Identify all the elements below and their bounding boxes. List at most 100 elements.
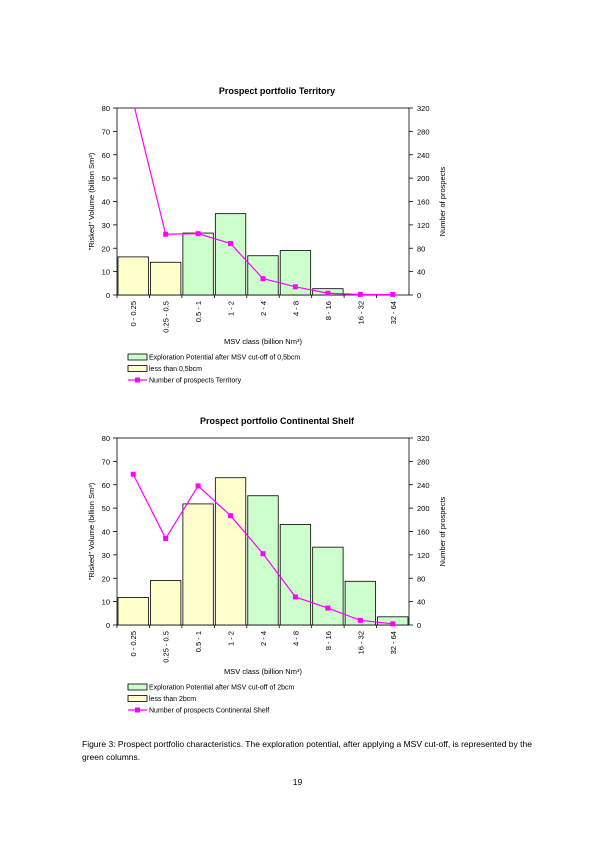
legend-label: Number of prospects Territory <box>149 378 242 385</box>
y-tick-label: 0 <box>106 291 110 300</box>
y2-axis-title: Number of prospects <box>438 166 447 236</box>
y2-tick-label: 120 <box>417 551 430 560</box>
series-point <box>292 284 298 290</box>
y-axis-title: "Risked" Volume (billion Sm³) <box>87 482 96 580</box>
series-point <box>228 513 234 519</box>
x-axis-title: MSV class (billion Nm³) <box>224 667 302 676</box>
y2-tick-label: 120 <box>417 221 430 230</box>
y-tick-label: 60 <box>102 481 110 490</box>
series-point <box>195 483 201 489</box>
y-tick-label: 80 <box>102 104 110 113</box>
y2-tick-label: 0 <box>417 621 421 630</box>
legend-label: Number of prospects Continental Shelf <box>149 708 269 715</box>
y2-tick-label: 240 <box>417 151 430 160</box>
bar <box>182 232 214 296</box>
figure-caption: Figure 3: Prospect portfolio characteris… <box>82 739 532 762</box>
legend-swatch <box>127 683 148 691</box>
y2-tick-label: 40 <box>417 268 425 277</box>
bar <box>150 261 182 296</box>
y2-tick-label: 80 <box>417 574 425 583</box>
x-tick-label: 2 - 4 <box>259 301 268 316</box>
x-tick-label: 32 - 64 <box>389 301 398 324</box>
y2-tick-label: 160 <box>417 528 430 537</box>
x-tick-label: 0.5 - 1 <box>194 631 203 652</box>
bar <box>117 597 149 626</box>
y-tick-label: 30 <box>102 221 110 230</box>
x-tick-label: 8 - 16 <box>324 301 333 320</box>
legend-marker <box>135 707 140 713</box>
y-tick-label: 30 <box>102 551 110 560</box>
x-tick-label: 0 - 0.25 <box>129 631 138 656</box>
legend-label: Exploration Potential after MSV cut-off … <box>149 355 300 362</box>
chart-continental-shelf: Prospect portfolio Continental Shelf 0 10 2… <box>87 416 447 715</box>
y2-tick-label: 160 <box>417 198 430 207</box>
x-tick-label: 16 - 32 <box>356 301 365 324</box>
series-point <box>228 241 234 247</box>
y-tick-label: 50 <box>102 504 110 513</box>
y2-tick-label: 320 <box>417 434 430 443</box>
y-tick-label: 0 <box>106 621 110 630</box>
y-tick-label: 70 <box>102 127 110 136</box>
x-tick-label: 1 - 2 <box>227 631 236 646</box>
y-tick-label: 80 <box>102 434 110 443</box>
legend-marker <box>135 377 140 383</box>
y2-tick-label: 280 <box>417 457 430 466</box>
x-tick-label: 0.25 - 0.5 <box>162 631 171 663</box>
y-tick-label: 40 <box>102 198 110 207</box>
x-axis-title: MSV class (billion Nm³) <box>224 337 302 346</box>
chart-title: Prospect portfolio Territory <box>219 86 335 96</box>
series-point <box>325 290 331 296</box>
bar <box>214 477 247 626</box>
bar <box>344 580 376 626</box>
y2-tick-label: 80 <box>417 244 425 253</box>
y-axis-title: "Risked" Volume (billion Sm³) <box>87 152 96 250</box>
x-tick-label: 2 - 4 <box>259 631 268 646</box>
bar <box>279 524 312 626</box>
y2-tick-label: 200 <box>417 174 430 183</box>
x-tick-label: 32 - 64 <box>389 631 398 654</box>
legend-label: less than 2bcm <box>149 696 196 703</box>
series-point <box>357 291 363 297</box>
y-tick-label: 20 <box>102 574 110 583</box>
y2-tick-label: 40 <box>417 598 425 607</box>
legend-swatch <box>127 695 148 702</box>
bar <box>150 580 182 626</box>
chart-title: Prospect portfolio Continental Shelf <box>200 416 355 426</box>
series-point <box>260 551 266 557</box>
series-point <box>357 617 363 623</box>
x-tick-label: 16 - 32 <box>356 631 365 654</box>
legend-swatch <box>127 365 148 372</box>
series-point <box>325 605 331 611</box>
legend-label: less than 0,5bcm <box>149 366 202 373</box>
bar <box>117 256 149 296</box>
x-tick-label: 8 - 16 <box>324 631 333 650</box>
y-tick-label: 60 <box>102 151 110 160</box>
series-point <box>163 536 169 542</box>
x-tick-label: 0.25 - 0.5 <box>162 301 171 333</box>
y-tick-label: 20 <box>102 244 110 253</box>
bar <box>247 255 279 296</box>
x-tick-label: 4 - 8 <box>291 301 300 316</box>
y-tick-label: 40 <box>102 528 110 537</box>
y2-tick-label: 320 <box>417 104 430 113</box>
y2-tick-label: 0 <box>417 291 421 300</box>
chart-territory: Prospect portfolio Territory 0 10 20 30 40 50 6… <box>87 86 447 385</box>
x-tick-label: 1 - 2 <box>227 301 236 316</box>
y-tick-label: 10 <box>102 598 110 607</box>
bar <box>247 495 279 626</box>
bar <box>182 503 214 626</box>
series-point <box>130 471 136 477</box>
y-tick-label: 50 <box>102 174 110 183</box>
x-tick-label: 0 - 0.25 <box>129 301 138 326</box>
series-point <box>390 291 396 297</box>
series-point <box>163 231 169 237</box>
legend-label: Exploration Potential after MSV cut-off … <box>149 685 295 692</box>
series-point <box>260 276 266 282</box>
y-tick-label: 10 <box>102 268 110 277</box>
y-tick-label: 70 <box>102 457 110 466</box>
y2-axis-title: Number of prospects <box>438 496 447 566</box>
x-tick-label: 4 - 8 <box>291 631 300 646</box>
y2-tick-label: 280 <box>417 127 430 136</box>
y2-tick-label: 200 <box>417 504 430 513</box>
series-point <box>195 231 201 237</box>
